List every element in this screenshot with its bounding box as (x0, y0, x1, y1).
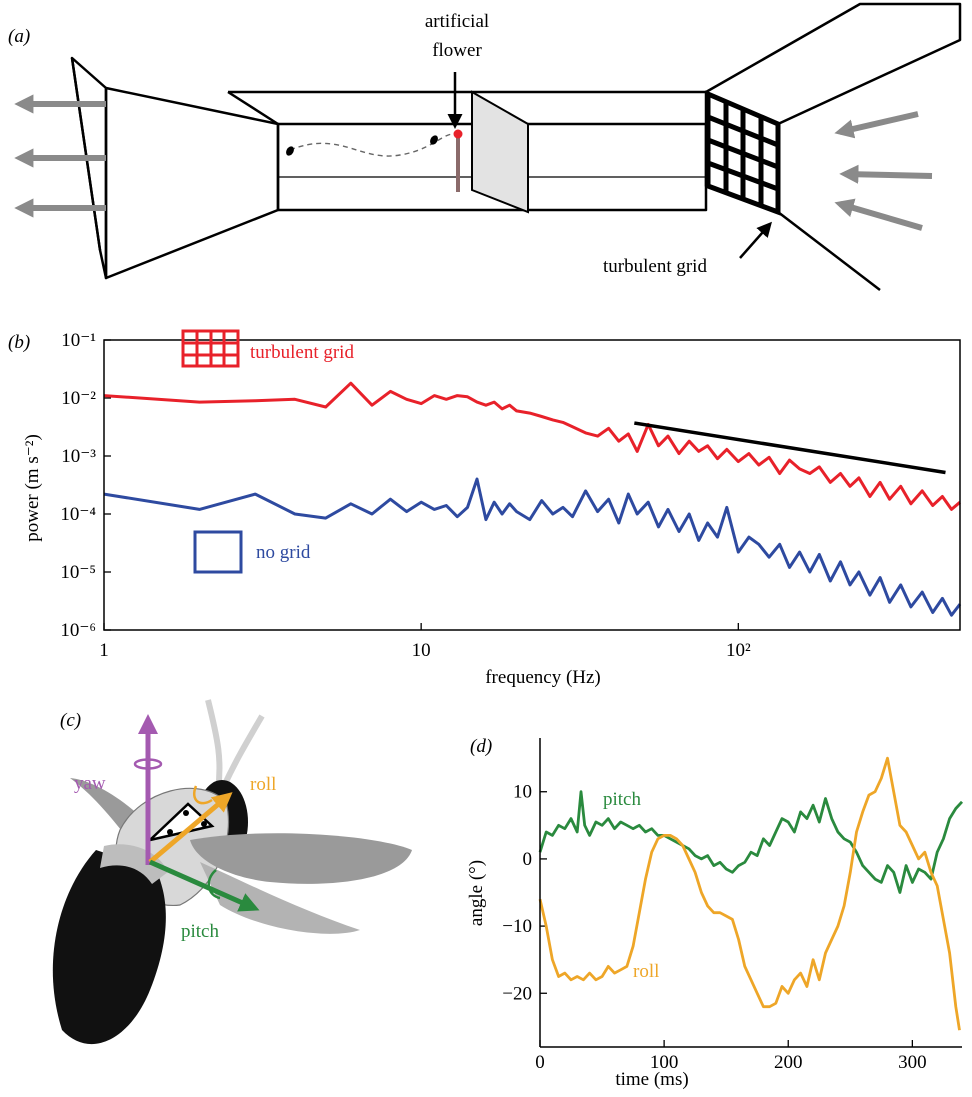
panel-b-ytick-label: 10⁻² (61, 388, 96, 409)
panel-b-axes-frame (103, 339, 961, 631)
moth-wing-front (190, 833, 412, 884)
moth-abdomen (52, 850, 166, 1045)
tunnel-exit-edge (70, 57, 102, 251)
panel-b-label: (b) (8, 332, 30, 353)
yaw-rotation-icon (133, 758, 163, 770)
roll-series-line (538, 756, 961, 1031)
tunnel-exit-funnel (104, 86, 280, 280)
legend-grid-icon (181, 329, 240, 368)
panel-d-xtick-label: 300 (898, 1052, 927, 1073)
panel-b-xlabel: frequency (Hz) (485, 667, 601, 688)
panel-d-xlabel: time (ms) (615, 1069, 688, 1090)
panel-b-ytick-label: 10⁻⁵ (60, 562, 96, 583)
panel-b-ytick-label: 10⁻³ (61, 446, 96, 467)
panel-d: (d) angle (°) time (ms) 0 100 200 300100−10… (466, 736, 964, 1090)
turbulent-grid-mesh (705, 90, 781, 216)
panel-d-ylabel: angle (°) (466, 860, 487, 926)
grid-label: turbulent grid (603, 256, 707, 277)
flow-arrows-in (834, 111, 933, 231)
flower-label-line2: flower (432, 40, 482, 61)
panel-b-xtick-label: 10² (726, 640, 751, 661)
flight-chamber-partition (471, 90, 529, 214)
panel-d-ytick-label: −20 (502, 983, 532, 1004)
moth-start-icon (286, 146, 294, 156)
panel-d-ytick-label: 10 (513, 782, 532, 803)
moth-wing-hind (200, 862, 360, 934)
moth-antenna-right (221, 714, 265, 788)
pitch-series-line (538, 790, 964, 894)
panel-b-ytick-label: 10⁻⁴ (60, 504, 96, 525)
panel-c: (c) yaw roll pitch (52, 699, 412, 1045)
panel-d-ytick-label: 0 (523, 849, 533, 870)
panel-c-label: (c) (60, 710, 81, 731)
tracking-dot-3 (167, 829, 173, 835)
roll-rotation-icon (193, 785, 213, 805)
moth-antenna-left (205, 699, 223, 791)
grid-pointer-arrow (739, 221, 772, 259)
panel-d-ytick-label: −10 (502, 916, 532, 937)
legend-nogrid-label: no grid (256, 542, 311, 563)
panel-b-ytick-label: 10⁻⁶ (60, 620, 96, 641)
moth-end-icon (430, 135, 438, 145)
moth-collar (100, 844, 168, 884)
roll-series-label: roll (633, 961, 659, 982)
panel-d-xtick-label: 200 (774, 1052, 803, 1073)
panel-a-label: (a) (8, 26, 30, 47)
panel-a: (a) (8, 2, 962, 291)
panel-d-xtick-label: 100 (650, 1052, 679, 1073)
legend-box-icon (193, 530, 243, 574)
panel-b-xtick-label: 1 (99, 640, 109, 661)
pitch-series-label: pitch (603, 789, 641, 810)
tracking-dot-1 (183, 810, 189, 816)
panel-d-label: (d) (470, 736, 492, 757)
pitch-axis-arrow (148, 859, 260, 912)
flow-arrows-out (14, 94, 106, 218)
yaw-label: yaw (74, 773, 106, 794)
panel-d-xtick-label: 0 (535, 1052, 545, 1073)
slope-reference-line (634, 421, 946, 475)
panel-b-xtick-label: 10 (412, 640, 431, 661)
panel-b-ytick-label: 10⁻¹ (61, 330, 96, 351)
legend-turbulent-grid: turbulent grid (181, 329, 354, 368)
flower-label-line1: artificial (425, 11, 489, 32)
panel-d-series (538, 756, 964, 1031)
panel-b-series (103, 381, 962, 617)
no-grid-series-line (103, 477, 962, 617)
flower-target (453, 129, 463, 139)
panel-b-ticks: 1 10 10² 10⁻⁶ 10⁻⁵ 10⁻⁴ 10⁻³ 10⁻² 10⁻¹ (60, 330, 751, 661)
roll-label: roll (250, 774, 276, 795)
pitch-label: pitch (181, 921, 219, 942)
turbulent-grid-series-line (103, 381, 961, 511)
tracking-dot-2 (201, 821, 207, 827)
panel-b-ylabel: power (m s⁻²) (22, 434, 43, 542)
flight-path (289, 133, 453, 157)
legend-turbulent-label: turbulent grid (250, 342, 354, 363)
panel-b: (b) power (m s⁻²) frequency (Hz) 1 10 10²1… (8, 329, 962, 688)
legend-no-grid: no grid (193, 530, 311, 574)
tunnel-inlet-lower-edge (777, 211, 881, 291)
tunnel-top-left-edge (227, 90, 279, 126)
pitch-rotation-icon (207, 869, 221, 900)
roll-axis-arrow (148, 792, 233, 864)
